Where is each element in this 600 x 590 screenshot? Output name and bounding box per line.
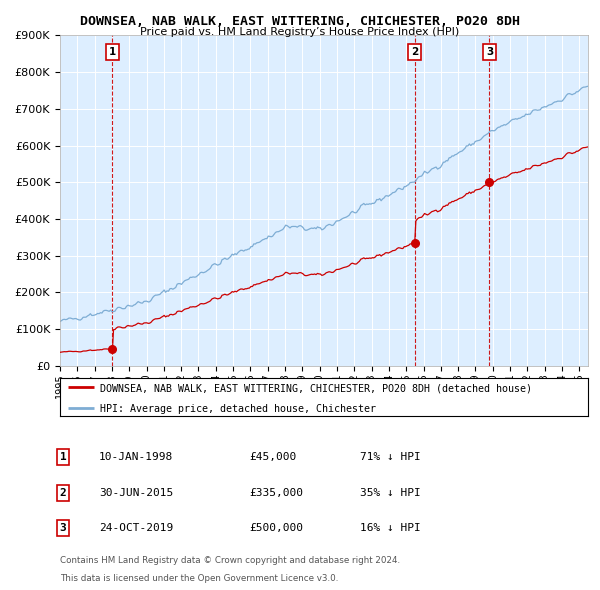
Text: DOWNSEA, NAB WALK, EAST WITTERING, CHICHESTER, PO20 8DH (detached house): DOWNSEA, NAB WALK, EAST WITTERING, CHICH… (100, 384, 532, 394)
Text: 1: 1 (109, 47, 116, 57)
Text: £45,000: £45,000 (249, 453, 296, 462)
Text: This data is licensed under the Open Government Licence v3.0.: This data is licensed under the Open Gov… (60, 574, 338, 583)
Text: Price paid vs. HM Land Registry’s House Price Index (HPI): Price paid vs. HM Land Registry’s House … (140, 27, 460, 37)
Text: 71% ↓ HPI: 71% ↓ HPI (360, 453, 421, 462)
Text: 1: 1 (59, 453, 67, 462)
Text: £500,000: £500,000 (249, 523, 303, 533)
Text: 16% ↓ HPI: 16% ↓ HPI (360, 523, 421, 533)
Text: 24-OCT-2019: 24-OCT-2019 (99, 523, 173, 533)
Text: 3: 3 (486, 47, 493, 57)
Text: DOWNSEA, NAB WALK, EAST WITTERING, CHICHESTER, PO20 8DH: DOWNSEA, NAB WALK, EAST WITTERING, CHICH… (80, 15, 520, 28)
Text: 2: 2 (411, 47, 418, 57)
Text: 3: 3 (59, 523, 67, 533)
Text: Contains HM Land Registry data © Crown copyright and database right 2024.: Contains HM Land Registry data © Crown c… (60, 556, 400, 565)
Text: HPI: Average price, detached house, Chichester: HPI: Average price, detached house, Chic… (100, 404, 376, 414)
Text: 2: 2 (59, 488, 67, 497)
Text: 30-JUN-2015: 30-JUN-2015 (99, 488, 173, 497)
Text: 35% ↓ HPI: 35% ↓ HPI (360, 488, 421, 497)
Text: £335,000: £335,000 (249, 488, 303, 497)
Text: 10-JAN-1998: 10-JAN-1998 (99, 453, 173, 462)
